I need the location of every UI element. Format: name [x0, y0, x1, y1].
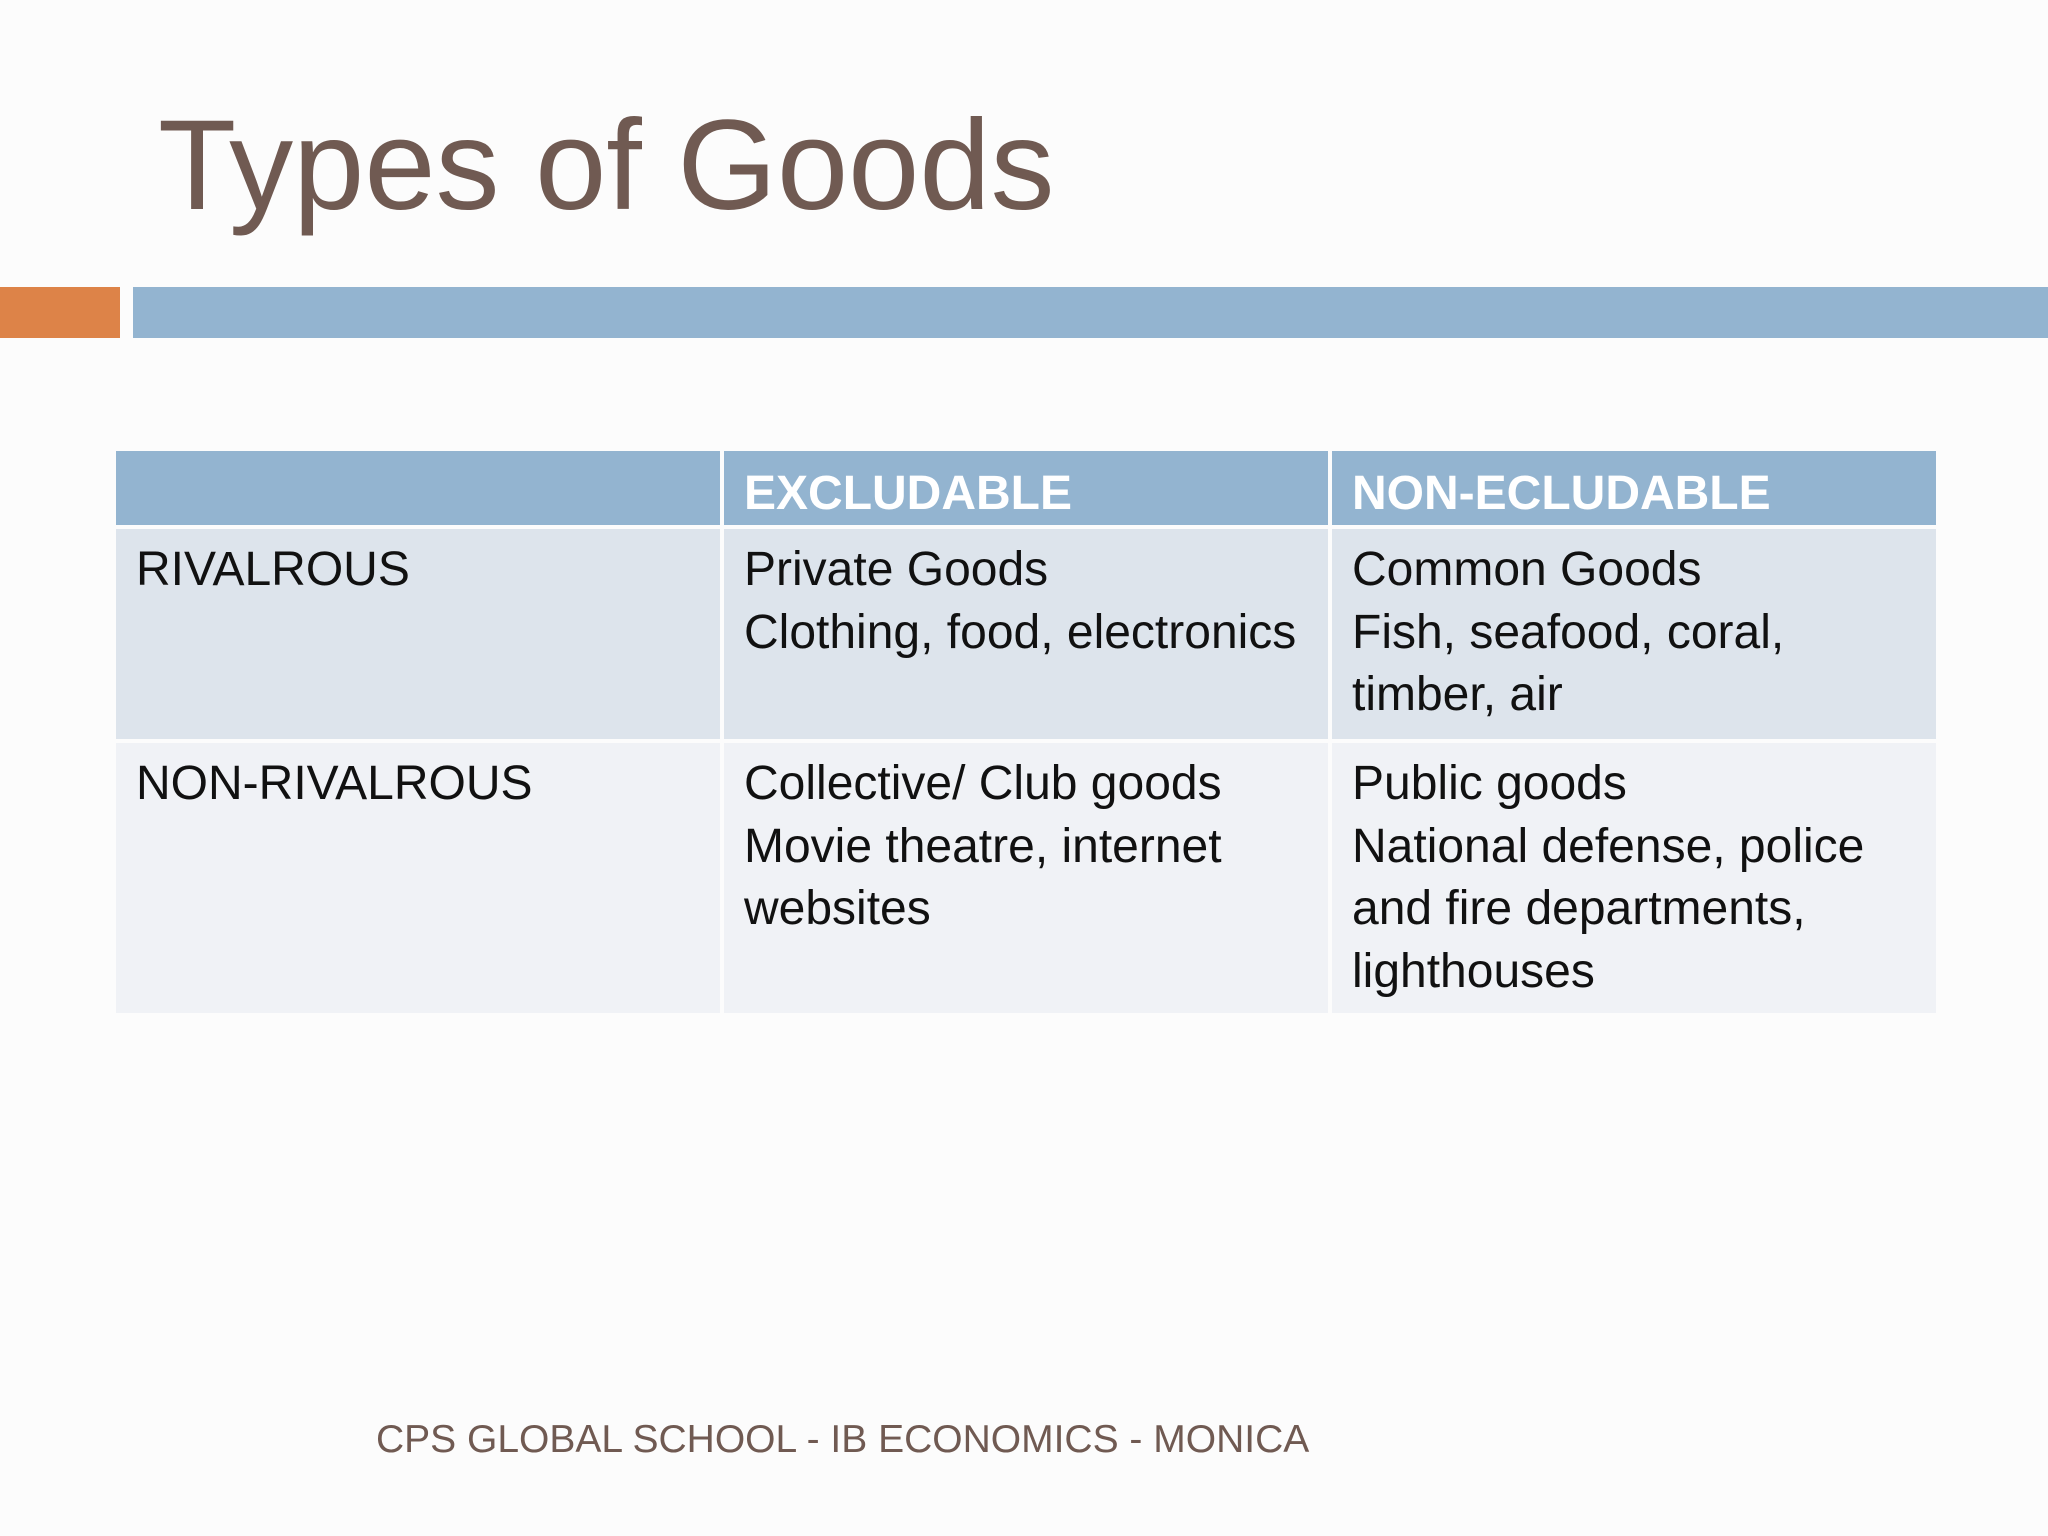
cell-examples: Movie theatre, internet websites: [744, 819, 1222, 936]
goods-classification-table: EXCLUDABLE NON-ECLUDABLE RIVALROUS Priva…: [112, 447, 1940, 1017]
cell-private-goods: Private Goods Clothing, food, electronic…: [724, 529, 1328, 740]
row-label-non-rivalrous: NON-RIVALROUS: [116, 743, 720, 1013]
cell-examples: National defense, police and fire depart…: [1352, 819, 1865, 998]
cell-public-goods: Public goods National defense, police an…: [1332, 743, 1936, 1013]
table-header-corner: [116, 451, 720, 526]
table-header-non-excludable: NON-ECLUDABLE: [1332, 451, 1936, 526]
title-accent-bar-orange: [0, 287, 120, 338]
cell-title: Collective/ Club goods: [744, 757, 1222, 811]
cell-title: Private Goods: [744, 543, 1049, 597]
slide-title: Types of Goods: [158, 94, 1055, 237]
table-row-rivalrous: RIVALROUS Private Goods Clothing, food, …: [116, 529, 1936, 740]
cell-title: Common Goods: [1352, 543, 1702, 597]
cell-title: Public goods: [1352, 757, 1627, 811]
slide-footer: CPS GLOBAL SCHOOL - IB ECONOMICS - MONIC…: [376, 1418, 1310, 1461]
cell-examples: Clothing, food, electronics: [744, 605, 1297, 659]
title-accent-bar-blue: [133, 287, 2048, 338]
cell-club-goods: Collective/ Club goods Movie theatre, in…: [724, 743, 1328, 1013]
table-header-row: EXCLUDABLE NON-ECLUDABLE: [116, 451, 1936, 526]
table-row-non-rivalrous: NON-RIVALROUS Collective/ Club goods Mov…: [116, 743, 1936, 1013]
cell-examples: Fish, seafood, coral, timber, air: [1352, 605, 1785, 722]
table-header-excludable: EXCLUDABLE: [724, 451, 1328, 526]
row-label-rivalrous: RIVALROUS: [116, 529, 720, 740]
cell-common-goods: Common Goods Fish, seafood, coral, timbe…: [1332, 529, 1936, 740]
